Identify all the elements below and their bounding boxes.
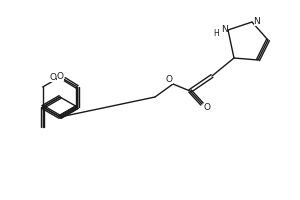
Text: O: O bbox=[203, 102, 211, 112]
Text: O: O bbox=[166, 74, 172, 84]
Text: N: N bbox=[254, 17, 260, 25]
Text: O: O bbox=[50, 72, 56, 82]
Text: H: H bbox=[213, 28, 219, 38]
Text: N: N bbox=[220, 25, 227, 34]
Text: O: O bbox=[57, 72, 64, 81]
